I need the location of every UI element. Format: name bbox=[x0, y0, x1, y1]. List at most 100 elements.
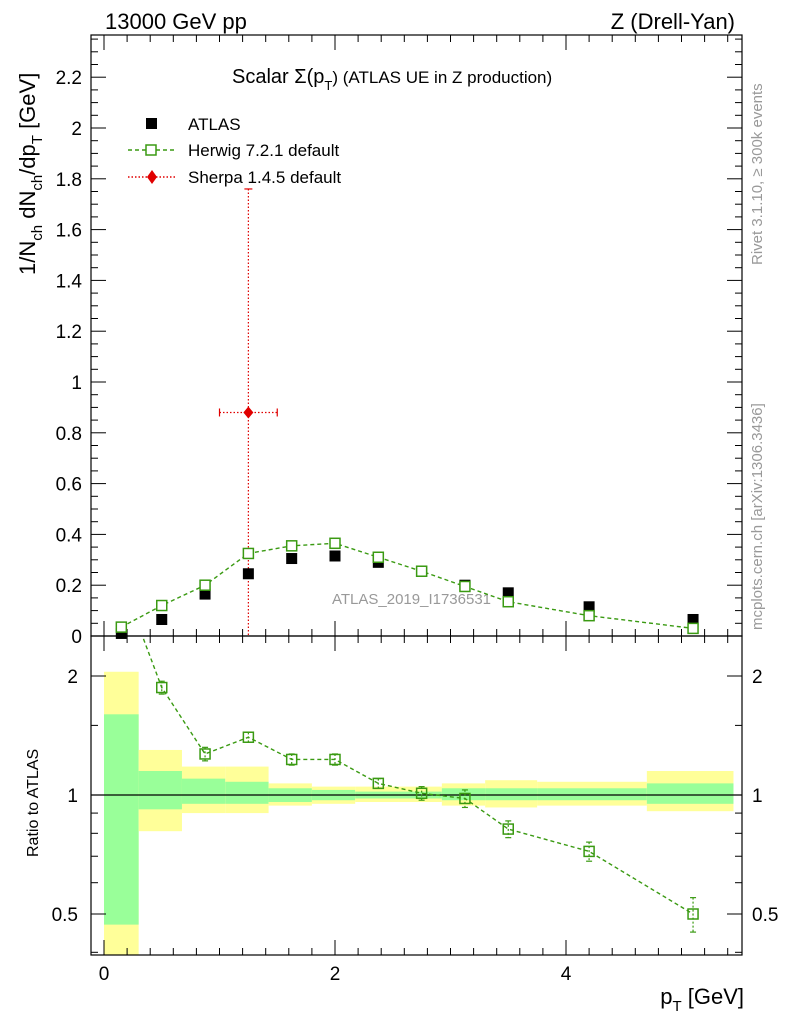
ratio-band-inner bbox=[646, 783, 734, 804]
ratio-y-tick-label-right: 2 bbox=[752, 667, 763, 688]
y-label-g: [GeV] bbox=[15, 73, 40, 135]
main-y-tick-labels: 0 0.2 0.4 0.6 0.8 1 1.2 1.4 1.6 1.8 2 2.2 bbox=[56, 68, 83, 648]
atlas-point bbox=[156, 613, 168, 625]
herwig-ratio-point bbox=[329, 753, 341, 766]
main-data-layer bbox=[115, 188, 699, 639]
atlas-point bbox=[199, 588, 211, 600]
sherpa-point bbox=[243, 406, 254, 419]
ratio-y-tick-label: 2 bbox=[67, 667, 78, 688]
main-title: Scalar Σ(pT) (ATLAS UE in Z production) bbox=[232, 66, 552, 93]
atlas-point bbox=[583, 601, 595, 613]
herwig-ratio-point bbox=[583, 845, 595, 858]
herwig-point bbox=[415, 565, 428, 577]
herwig-point bbox=[156, 599, 168, 612]
herwig-point bbox=[115, 621, 128, 633]
herwig-ratio-point bbox=[156, 681, 168, 694]
main-y-tick-label: 1.4 bbox=[56, 271, 83, 292]
main-y-tick-label: 0 bbox=[71, 627, 82, 648]
main-y-tick-label: 1.8 bbox=[56, 170, 82, 191]
x-tick-label: 4 bbox=[561, 964, 572, 985]
main-y-tick-label: 2.2 bbox=[56, 68, 82, 89]
herwig-point bbox=[687, 622, 699, 635]
herwig-ratio-point bbox=[199, 748, 211, 760]
herwig-line bbox=[120, 542, 694, 630]
herwig-point bbox=[502, 595, 514, 608]
legend: ATLAS Herwig 7.2.1 default Sherpa 1.4.5 … bbox=[128, 115, 341, 187]
ratio-tick-labels: 0.5 0.5 1 1 2 2 0 2 4 bbox=[52, 667, 779, 985]
ratio-frame bbox=[90, 635, 743, 956]
y-label-f: T bbox=[29, 135, 46, 144]
main-y-label: 1/Nch dNch/dpT [GeV] bbox=[15, 73, 46, 275]
rivet-label: Rivet 3.1.10, ≥ 300k events bbox=[749, 83, 766, 265]
herwig-ratio-point bbox=[415, 787, 428, 800]
atlas-point bbox=[242, 568, 254, 580]
main-title-prefix: Scalar bbox=[232, 66, 294, 88]
main-title-sigma: Σ(p bbox=[294, 66, 324, 88]
ratio-y-tick-label: 1 bbox=[67, 786, 78, 807]
x-label-sub: T bbox=[672, 998, 681, 1015]
legend-marker-atlas bbox=[146, 118, 157, 129]
ratio-y-tick-label: 0.5 bbox=[52, 905, 78, 926]
atlas-point bbox=[329, 550, 341, 562]
ratio-y-label: Ratio to ATLAS bbox=[25, 749, 42, 857]
herwig-point bbox=[242, 547, 255, 560]
x-label-unit: [GeV] bbox=[682, 984, 744, 1009]
ratio-band-inner bbox=[537, 788, 647, 801]
x-tick-label: 2 bbox=[330, 964, 341, 985]
y-label-d: ch bbox=[29, 175, 46, 191]
y-label-e: /dp bbox=[15, 144, 40, 175]
atlas-point bbox=[502, 587, 514, 599]
herwig-point bbox=[285, 540, 298, 552]
legend-marker-herwig bbox=[145, 144, 157, 156]
x-tick-label: 0 bbox=[99, 964, 110, 985]
legend-label-atlas: ATLAS bbox=[188, 115, 241, 134]
atlas-point bbox=[286, 553, 298, 565]
herwig-ratio-point bbox=[285, 753, 298, 766]
herwig-ratio-point bbox=[242, 731, 255, 743]
ratio-data-layer bbox=[141, 636, 699, 933]
y-label-c: dN bbox=[15, 191, 40, 225]
y-label-a: 1/N bbox=[15, 241, 40, 275]
ratio-uncertainty-bands bbox=[104, 671, 734, 955]
herwig-ratio-point bbox=[687, 908, 699, 920]
legend-label-sherpa: Sherpa 1.4.5 default bbox=[188, 168, 341, 187]
ratio-y-tick-label-right: 0.5 bbox=[752, 905, 778, 926]
main-title-suffix: ) (ATLAS UE in Z production) bbox=[332, 68, 552, 87]
herwig-point bbox=[372, 551, 385, 564]
herwig-ratio-point bbox=[459, 792, 471, 805]
main-y-tick-label: 0.8 bbox=[56, 424, 82, 445]
herwig-ratio-line bbox=[141, 636, 694, 915]
herwig-point bbox=[329, 537, 341, 550]
ratio-band-inner bbox=[104, 714, 139, 925]
ratio-axis-ticks bbox=[91, 636, 742, 955]
ratio-band-inner bbox=[138, 771, 182, 810]
main-y-tick-label: 0.2 bbox=[56, 576, 82, 597]
main-y-tick-label: 1 bbox=[71, 373, 82, 394]
header-left: 13000 GeV pp bbox=[105, 9, 247, 34]
ratio-band-inner bbox=[181, 778, 226, 804]
x-axis-label: pT [GeV] bbox=[660, 984, 744, 1015]
atlas-point bbox=[687, 613, 699, 625]
y-label-b: ch bbox=[29, 225, 46, 241]
ratio-band-inner bbox=[441, 788, 486, 801]
main-y-tick-label: 1.2 bbox=[56, 322, 82, 343]
main-y-tick-label: 0.4 bbox=[56, 525, 83, 546]
main-y-tick-label: 1.6 bbox=[56, 221, 82, 242]
herwig-point bbox=[583, 609, 595, 622]
main-axis-ticks bbox=[91, 35, 742, 637]
atlas-point bbox=[115, 627, 127, 639]
herwig-point bbox=[199, 579, 211, 591]
ratio-y-tick-label-right: 1 bbox=[752, 786, 763, 807]
legend-label-herwig: Herwig 7.2.1 default bbox=[188, 141, 339, 160]
analysis-watermark: ATLAS_2019_I1736531 bbox=[332, 591, 491, 608]
herwig-ratio-point bbox=[502, 823, 514, 835]
main-y-tick-label: 2 bbox=[71, 119, 82, 140]
herwig-point bbox=[459, 580, 471, 593]
mcplots-label: mcplots.cern.ch [arXiv:1306.3436] bbox=[749, 403, 766, 630]
ratio-band-inner bbox=[225, 781, 269, 804]
legend-marker-sherpa bbox=[147, 170, 157, 184]
main-y-tick-label: 0.6 bbox=[56, 475, 82, 496]
x-label-p: p bbox=[660, 984, 672, 1009]
main-title-sub: T bbox=[324, 78, 332, 93]
